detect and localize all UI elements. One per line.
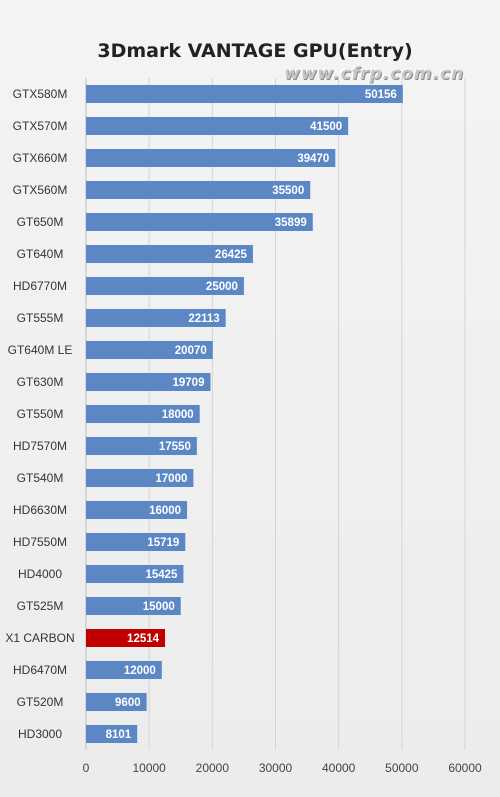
bar [86, 405, 200, 423]
data-label: 16000 [149, 505, 181, 517]
data-label: 50156 [365, 89, 397, 101]
bar [86, 245, 253, 263]
category-label: GT650M [17, 215, 64, 229]
bar [86, 469, 194, 487]
category-label: GT640M LE [8, 343, 73, 357]
category-label: HD6470M [13, 663, 67, 677]
category-label: HD3000 [18, 727, 62, 741]
bar [86, 693, 147, 711]
data-label: 15719 [147, 537, 179, 549]
data-label: 35899 [275, 217, 307, 229]
category-label: GTX560M [13, 183, 68, 197]
bar [86, 501, 188, 519]
data-label: 20070 [175, 345, 207, 357]
bar [86, 181, 311, 199]
bar [86, 373, 211, 391]
data-label: 8101 [106, 729, 132, 741]
chart-title: 3Dmark VANTAGE GPU(Entry) [97, 40, 413, 62]
bar [86, 565, 184, 583]
data-label: 39470 [297, 153, 329, 165]
data-label: 25000 [206, 281, 238, 293]
category-label: HD6770M [13, 279, 67, 293]
category-label: GTX570M [13, 119, 68, 133]
watermark-logo: www.cfrp.com.cn [284, 64, 465, 84]
data-label: 17550 [159, 441, 191, 453]
bar [86, 117, 349, 135]
bar [86, 341, 213, 359]
data-label: 19709 [173, 377, 205, 389]
bar [86, 85, 403, 103]
data-label: 18000 [162, 409, 194, 421]
category-label: X1 CARBON [5, 631, 74, 645]
category-label: GT525M [17, 599, 64, 613]
category-label: GT640M [17, 247, 64, 261]
data-label: 22113 [188, 313, 219, 325]
data-label: 35500 [272, 185, 304, 197]
x-tick-label: 50000 [385, 761, 419, 775]
bar [86, 277, 244, 295]
bar [86, 213, 313, 231]
data-label: 15000 [143, 601, 175, 613]
data-label: 12000 [124, 665, 156, 677]
data-label: 9600 [115, 697, 141, 709]
x-tick-label: 20000 [196, 761, 230, 775]
bar [86, 437, 197, 455]
category-label: GTX580M [13, 87, 68, 101]
x-tick-label: 10000 [132, 761, 166, 775]
bar [86, 149, 336, 167]
bar [86, 629, 166, 647]
bar [86, 725, 138, 743]
bar [86, 309, 226, 327]
data-label: 41500 [310, 121, 342, 133]
category-label: HD6630M [13, 503, 67, 517]
data-label: 26425 [215, 249, 248, 261]
category-label: HD7570M [13, 439, 67, 453]
bar [86, 533, 186, 551]
bar [86, 597, 181, 615]
category-label: GT520M [17, 695, 64, 709]
x-tick-label: 0 [83, 761, 90, 775]
category-label: GT550M [17, 407, 64, 421]
bar [86, 661, 162, 679]
category-label: HD7550M [13, 535, 67, 549]
x-tick-label: 60000 [448, 761, 482, 775]
category-label: HD4000 [18, 567, 62, 581]
data-label: 15425 [145, 569, 178, 581]
category-label: GTX660M [13, 151, 68, 165]
x-tick-label: 40000 [322, 761, 356, 775]
data-label: 17000 [155, 473, 187, 485]
category-label: GT630M [17, 375, 64, 389]
data-label: 12514 [127, 633, 160, 645]
x-tick-label: 30000 [259, 761, 293, 775]
category-label: GT540M [17, 471, 64, 485]
category-label: GT555M [17, 311, 64, 325]
